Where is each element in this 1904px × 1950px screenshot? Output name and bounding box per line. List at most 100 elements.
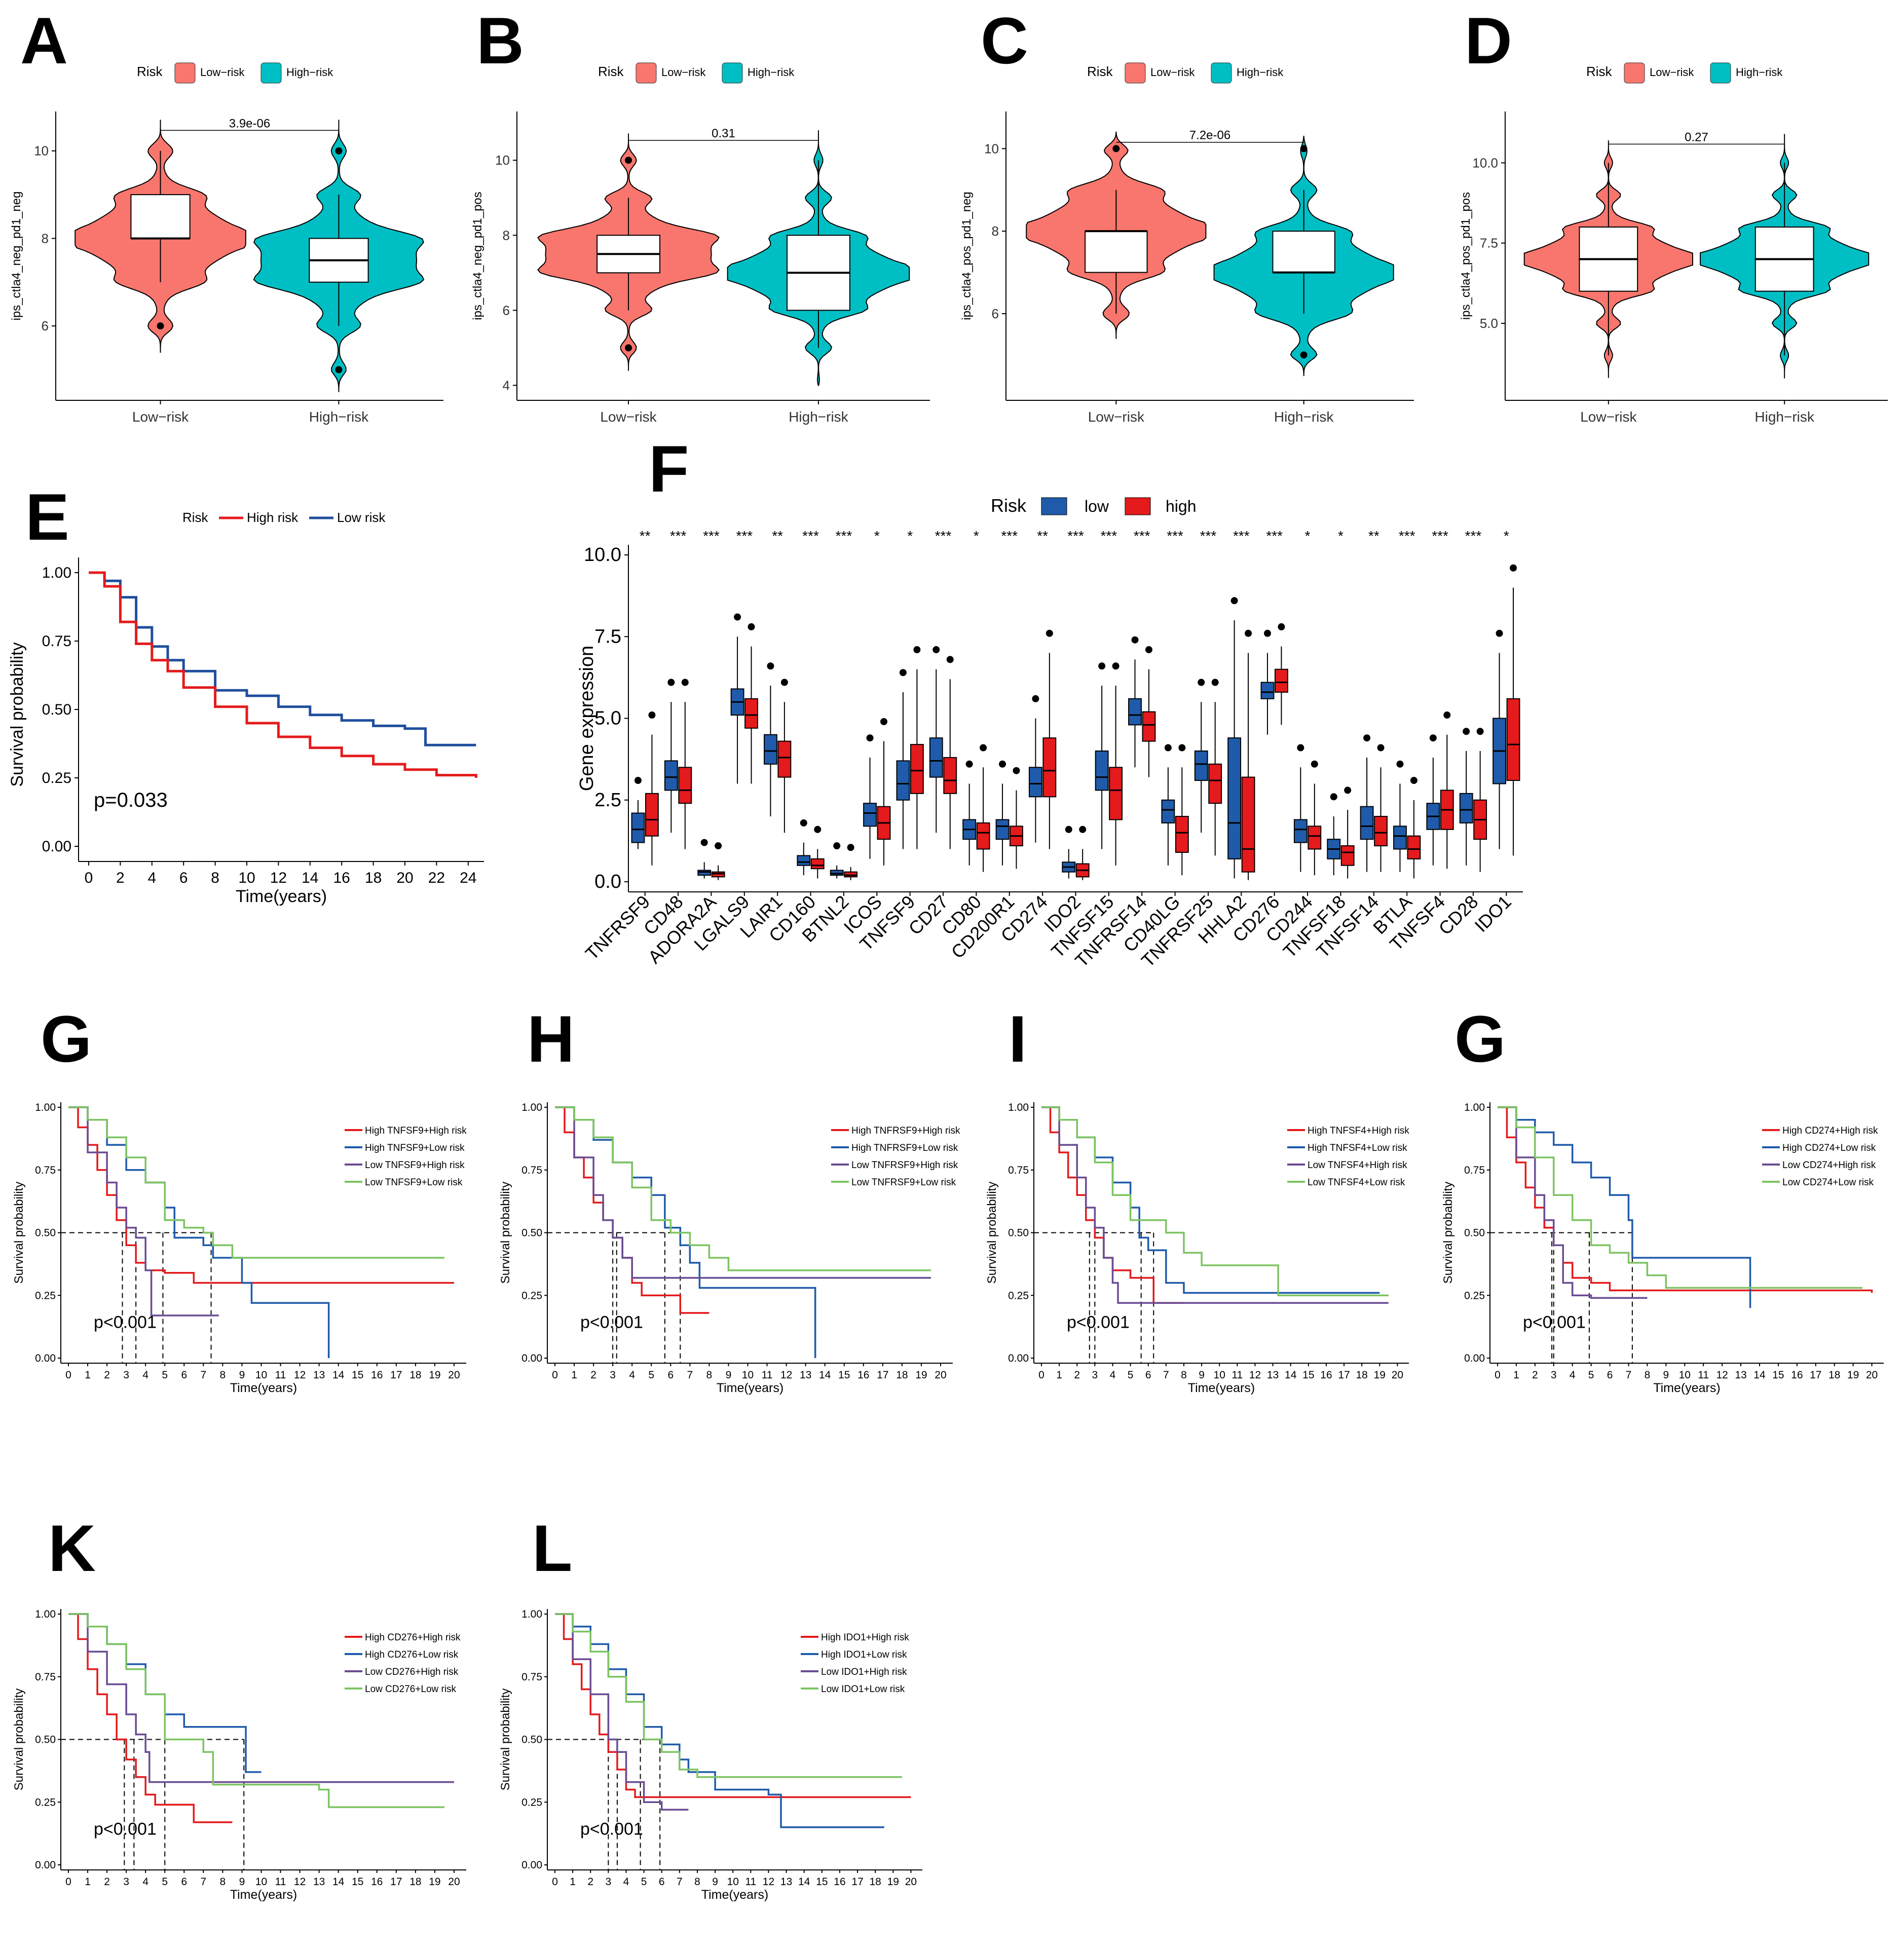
outlier-point	[866, 734, 874, 742]
x-tick-label: 0	[552, 1876, 558, 1888]
outlier-point	[1230, 597, 1238, 605]
box	[1340, 845, 1355, 866]
y-tick-label: 0.25	[42, 770, 71, 786]
box	[1194, 751, 1208, 781]
x-tick-label: 10	[255, 1369, 267, 1381]
outlier-point	[780, 679, 788, 686]
significance-label: ***	[1101, 528, 1117, 544]
outlier-point	[335, 366, 343, 373]
y-tick-label: 0.00	[1464, 1353, 1485, 1364]
legend-label-low: Low−risk	[200, 66, 245, 79]
x-tick-label: 18	[870, 1876, 881, 1888]
pvalue-label: p<0.001	[580, 1313, 643, 1332]
x-tick-label: 8	[1181, 1369, 1187, 1381]
y-tick-label: 8	[992, 223, 999, 239]
x-tick-label: 6	[181, 1369, 187, 1381]
x-tick-label: 20	[396, 870, 413, 886]
x-tick-label: 4	[142, 1369, 148, 1381]
box	[863, 803, 877, 827]
outlier-point	[625, 157, 632, 164]
panel-label-d: D	[1465, 4, 1512, 78]
km-curve	[555, 1106, 710, 1314]
km-chart-g1: High TNFSF9+High risk High TNFSF9+Low ris…	[12, 1102, 467, 1395]
x-tick-label: 15	[352, 1876, 363, 1888]
y-tick-label: 4	[503, 378, 510, 393]
km-curve	[1041, 1106, 1389, 1304]
box	[995, 819, 1010, 840]
significance-label: *	[874, 528, 880, 544]
x-tick-label: 18	[1356, 1369, 1368, 1381]
y-tick-label: 0.00	[42, 838, 71, 855]
x-tick-label: 17	[390, 1369, 402, 1381]
x-tick-label: 12	[270, 870, 287, 886]
box	[844, 871, 858, 878]
x-tick-label: 3	[1551, 1369, 1557, 1381]
outlier-point	[1263, 629, 1271, 637]
km-curve	[68, 1613, 444, 1808]
legend-label: High CD274+Low risk	[1782, 1143, 1876, 1153]
legend-label: Low CD276+Low risk	[365, 1684, 457, 1695]
x-tick-label: 12	[1249, 1369, 1261, 1381]
y-tick-label: 0.00	[35, 1859, 56, 1871]
outlier-point	[1013, 767, 1020, 774]
x-tick-label: 9	[239, 1876, 245, 1888]
legend-label: High TNFRSF9+High risk	[851, 1126, 960, 1136]
y-tick-label: 10.0	[1472, 155, 1498, 170]
x-tick-label: 11	[275, 1369, 286, 1381]
x-tick-label: Low−risk	[1088, 409, 1145, 425]
outlier-point	[833, 842, 841, 850]
box	[910, 744, 924, 794]
pvalue-label: 3.9e-06	[229, 117, 270, 130]
outlier-point	[1112, 662, 1119, 670]
x-tick-label: 12	[294, 1876, 306, 1888]
x-tick-label: 6	[181, 1876, 187, 1888]
panel-label-g2: G	[1454, 1002, 1506, 1076]
violin-chart-a: Risk Low−risk High−risk 6 8 10 ips_ctla4_neg_p…	[10, 62, 443, 425]
x-tick-label: 2	[104, 1876, 110, 1888]
pvalue-label: 0.31	[712, 127, 735, 140]
y-tick-label: 2.5	[594, 790, 621, 811]
legend-title: Risk	[598, 64, 624, 79]
significance-label: ***	[1200, 528, 1217, 544]
x-tick-label: 16	[834, 1876, 845, 1888]
y-tick-label: 0.75	[42, 633, 71, 650]
box	[1275, 668, 1288, 693]
x-tick-label: 7	[1626, 1369, 1632, 1381]
outlier-point	[767, 662, 774, 670]
y-tick-label: 0.50	[1464, 1227, 1485, 1239]
panel-label-b: B	[476, 4, 524, 78]
y-tick-label: 1.00	[42, 565, 71, 581]
legend-label: Low CD276+High risk	[365, 1667, 459, 1677]
x-tick-label: 10	[255, 1876, 267, 1888]
y-tick-label: 1.00	[521, 1608, 542, 1620]
outlier-point	[1098, 662, 1106, 670]
legend-label: High CD276+High risk	[365, 1632, 461, 1643]
x-tick-label: 1	[570, 1876, 576, 1888]
outlier-point	[999, 760, 1006, 768]
legend-label: Low TNFSF4+High risk	[1308, 1160, 1407, 1171]
legend-label: Low TNFSF9+High risk	[365, 1160, 465, 1171]
legend-label-low: Low−risk	[1650, 66, 1694, 79]
outlier-point	[1330, 793, 1337, 801]
outlier-point	[932, 646, 940, 654]
legend-label: Low IDO1+High risk	[821, 1667, 907, 1677]
x-tick-label: 9	[1663, 1369, 1669, 1381]
y-tick-label: 1.00	[35, 1608, 56, 1620]
box	[929, 737, 943, 778]
x-tick-label: 1	[85, 1369, 91, 1381]
x-tick-label: 1	[85, 1876, 91, 1888]
outlier-point	[1429, 734, 1437, 742]
legend-key-low	[1624, 62, 1645, 84]
y-tick-label: 0.50	[521, 1227, 542, 1239]
significance-label: ***	[836, 528, 852, 544]
x-axis-label: Time(years)	[717, 1381, 783, 1395]
y-tick-label: 0.0	[594, 871, 621, 892]
x-tick-label: 15	[1302, 1369, 1314, 1381]
outlier-point	[734, 613, 741, 621]
y-tick-label: 1.00	[1464, 1102, 1485, 1113]
x-tick-label: 8	[220, 1369, 226, 1381]
box	[1128, 698, 1142, 726]
x-tick-label: 3	[610, 1369, 616, 1381]
outlier-point	[700, 839, 708, 846]
x-tick-label: 7	[1163, 1369, 1169, 1381]
